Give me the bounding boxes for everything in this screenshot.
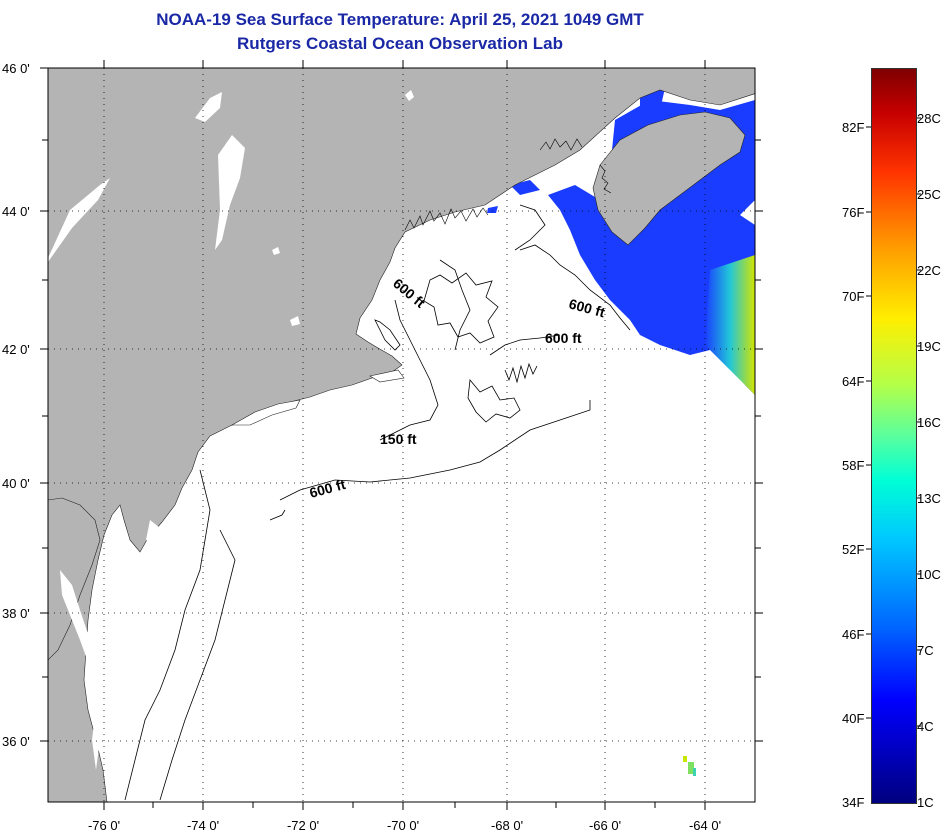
colorbar-label-10c: 10C	[917, 567, 941, 582]
bathymetry-contours	[124, 204, 631, 801]
lon-label-76: -76 0'	[87, 818, 121, 833]
contour-label-georges-600: 600 ft	[545, 330, 582, 346]
lat-label-42: 42 0'	[2, 342, 30, 357]
map-frame	[47, 67, 756, 803]
lon-label-72: -72 0'	[286, 818, 320, 833]
colorbar-label-1c: 1C	[917, 795, 934, 810]
lon-label-70: -70 0'	[386, 818, 420, 833]
colorbar-label-46f: 46F	[842, 627, 865, 642]
lon-label-66: -66 0'	[588, 818, 622, 833]
sst-warm-speck	[683, 756, 696, 776]
colorbar-label-7c: 7C	[917, 643, 934, 658]
lat-label-44: 44 0'	[2, 204, 30, 219]
colorbar-label-76f: 76F	[842, 205, 865, 220]
lat-label-38: 38 0'	[2, 606, 30, 621]
lon-label-64: -64 0'	[688, 818, 722, 833]
colorbar-label-64f: 64F	[842, 374, 865, 389]
lon-label-74: -74 0'	[186, 818, 220, 833]
lat-label-36: 36 0'	[2, 734, 30, 749]
lat-label-40: 40 0'	[2, 476, 30, 491]
chart-subtitle: Rutgers Coastal Ocean Observation Lab	[237, 34, 563, 53]
coastline-detail	[404, 138, 612, 231]
colorbar-label-19c: 19C	[917, 339, 941, 354]
land	[48, 68, 755, 802]
chesapeake-bay	[60, 520, 160, 770]
temperature-colorbar	[871, 68, 917, 804]
colorbar-label-40f: 40F	[842, 711, 865, 726]
colorbar-label-70f: 70F	[842, 289, 865, 304]
colorbar-label-52f: 52F	[842, 542, 865, 557]
colorbar-label-58f: 58F	[842, 458, 865, 473]
lat-label-46: 46 0'	[2, 61, 30, 76]
colorbar-label-34f: 34F	[842, 795, 865, 810]
colorbar-label-13c: 13C	[917, 491, 941, 506]
contour-label-shelf-150: 150 ft	[380, 431, 417, 447]
map-ticks	[40, 60, 763, 810]
chart-title: NOAA-19 Sea Surface Temperature: April 2…	[156, 10, 644, 29]
grid-lines	[48, 68, 755, 802]
colorbar-label-4c: 4C	[917, 719, 934, 734]
colorbar-ticks	[866, 117, 921, 727]
inland-lakes	[48, 90, 414, 326]
colorbar-label-25c: 25C	[917, 187, 941, 202]
colorbar-label-16c: 16C	[917, 415, 941, 430]
lon-label-68: -68 0'	[490, 818, 524, 833]
colorbar-label-22c: 22C	[917, 263, 941, 278]
colorbar-label-82f: 82F	[842, 120, 865, 135]
colorbar-label-28c: 28C	[917, 111, 941, 126]
